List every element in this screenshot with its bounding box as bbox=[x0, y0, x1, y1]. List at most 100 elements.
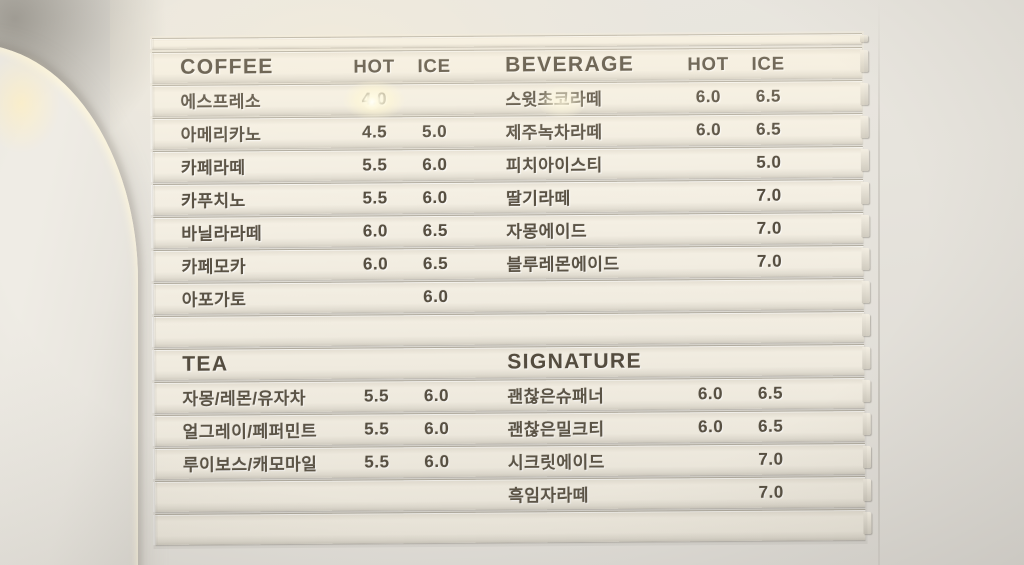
menu-header-row: COFFEE HOT ICE BEVERAGE HOT ICE bbox=[152, 47, 863, 83]
signature-section-header: SIGNATURE bbox=[482, 345, 864, 377]
item-price-hot: 5.5 bbox=[362, 155, 388, 175]
menu-row: 바닐라라떼 6.0 6.5 자몽에이드 7.0 bbox=[153, 212, 864, 248]
beverage-ice-column-label: ICE bbox=[751, 52, 785, 74]
arch-light-glow bbox=[0, 48, 64, 158]
item-name: 아메리카노 bbox=[180, 125, 262, 146]
item-price-ice: 7.0 bbox=[756, 185, 782, 205]
item-name bbox=[183, 495, 347, 496]
coffee-section-header: COFFEE HOT ICE bbox=[152, 51, 480, 83]
item-price-ice: 7.0 bbox=[758, 449, 784, 469]
menu-item-espresso: 에스프레소 4.0 bbox=[152, 84, 480, 116]
menu-row: 카페모카 6.0 6.5 블루레몬에이드 7.0 bbox=[153, 245, 864, 281]
item-price-hot: 6.0 bbox=[696, 119, 722, 139]
menu-row: 루이보스/캐모마일 5.5 6.0 시크릿에이드 7.0 bbox=[154, 443, 866, 479]
menu-row: 카페라떼 5.5 6.0 피치아이스티 5.0 bbox=[152, 146, 863, 182]
tea-section-header: TEA bbox=[154, 348, 482, 380]
empty-slat bbox=[155, 509, 866, 545]
menu-item-cafe-latte: 카페라떼 5.5 6.0 bbox=[153, 150, 481, 182]
item-name: 루이보스/캐모마일 bbox=[182, 455, 318, 476]
item-name: 카페모카 bbox=[181, 257, 247, 278]
archway-wall bbox=[0, 44, 138, 565]
item-price-ice: 6.5 bbox=[757, 383, 784, 403]
menu-item-fruit-teas: 자몽/레몬/유자차 5.5 6.0 bbox=[154, 381, 482, 413]
item-name: 괜찮은밀크티 bbox=[507, 420, 605, 440]
menu-item-blue-lemon-ade: 블루레몬에이드 7.0 bbox=[481, 246, 863, 278]
menu-item-herbal-teas: 얼그레이/페퍼민트 5.5 6.0 bbox=[155, 414, 483, 446]
item-name: 에스프레소 bbox=[180, 92, 262, 113]
item-price-hot: 4.0 bbox=[361, 89, 388, 109]
menu-item-cappuccino: 카푸치노 5.5 6.0 bbox=[153, 183, 481, 215]
item-name: 괜찮은슈패너 bbox=[507, 387, 605, 407]
item-price-hot: 4.5 bbox=[362, 122, 388, 142]
item-price-ice: 6.5 bbox=[422, 253, 449, 273]
menu-row: 얼그레이/페퍼민트 5.5 6.0 괜찮은밀크티 6.0 6.5 bbox=[154, 410, 865, 446]
item-name: 카푸치노 bbox=[181, 191, 246, 212]
item-price-hot: 5.5 bbox=[364, 419, 390, 439]
item-name: 피치아이스티 bbox=[505, 156, 603, 176]
item-name: 카페라떼 bbox=[180, 158, 246, 179]
menu-header-row: TEA SIGNATURE bbox=[154, 344, 865, 380]
menu-item-americano: 아메리카노 4.5 5.0 bbox=[153, 117, 481, 149]
wall-seam-line bbox=[878, 0, 880, 565]
menu-item-peach-icetea: 피치아이스티 5.0 bbox=[481, 147, 863, 179]
coffee-hot-column-label: HOT bbox=[353, 55, 395, 77]
menu-row: 흑임자라떼 7.0 bbox=[155, 476, 866, 512]
item-price-ice: 5.0 bbox=[756, 152, 782, 172]
item-price-ice: 6.0 bbox=[423, 286, 449, 306]
menu-row: 에스프레소 4.0 스윗초코라떼 6.0 6.5 bbox=[152, 80, 863, 116]
menu-item-milk-tea: 괜찮은밀크티 6.0 6.5 bbox=[483, 411, 865, 443]
item-name: 시크릿에이드 bbox=[507, 453, 605, 473]
item-price-hot: 5.5 bbox=[364, 452, 390, 472]
item-name: 얼그레이/페퍼민트 bbox=[182, 422, 318, 443]
menu-item-grapefruit-ade: 자몽에이드 7.0 bbox=[481, 213, 863, 245]
empty-slat bbox=[153, 311, 865, 347]
item-name: 바닐라라떼 bbox=[181, 224, 263, 245]
menu-item-rooibos-chamomile: 루이보스/캐모마일 5.5 6.0 bbox=[155, 447, 483, 479]
menu-item-secret-ade: 시크릿에이드 7.0 bbox=[483, 444, 865, 476]
tea-title: TEA bbox=[182, 352, 229, 376]
beverage-hot-column-label: HOT bbox=[687, 52, 729, 75]
item-price-ice: 6.0 bbox=[424, 451, 450, 471]
menu-item-einspanner: 괜찮은슈패너 6.0 6.5 bbox=[482, 378, 864, 410]
item-price-ice: 6.5 bbox=[422, 220, 448, 240]
item-price-ice: 6.0 bbox=[422, 187, 448, 207]
item-price-hot: 6.0 bbox=[698, 416, 724, 436]
empty-slat bbox=[152, 33, 863, 49]
menu-letter-board: COFFEE HOT ICE BEVERAGE HOT ICE 에스프레소 4.… bbox=[149, 31, 868, 550]
beverage-section-header: BEVERAGE HOT ICE bbox=[480, 48, 862, 80]
item-price-ice: 7.0 bbox=[756, 218, 782, 238]
item-name: 블루레몬에이드 bbox=[506, 254, 620, 275]
beverage-title: BEVERAGE bbox=[505, 52, 635, 77]
item-price-hot: 6.0 bbox=[362, 254, 389, 274]
menu-row: 카푸치노 5.5 6.0 딸기라떼 7.0 bbox=[153, 179, 864, 215]
item-price-ice: 6.5 bbox=[758, 416, 784, 436]
item-price-ice: 7.0 bbox=[758, 482, 784, 502]
item-price-ice: 5.0 bbox=[422, 121, 448, 141]
item-name: 자몽에이드 bbox=[506, 222, 588, 242]
item-name: 흑임자라떼 bbox=[508, 486, 589, 506]
menu-item-black-sesame-latte: 흑임자라떼 7.0 bbox=[483, 477, 865, 509]
menu-row: 아포가토 6.0 bbox=[153, 278, 864, 314]
item-price-hot: 6.0 bbox=[362, 221, 388, 241]
coffee-title: COFFEE bbox=[180, 54, 274, 79]
item-price-ice: 6.0 bbox=[423, 385, 450, 405]
item-name: 아포가토 bbox=[181, 290, 247, 311]
item-price-ice: 6.5 bbox=[756, 119, 782, 139]
coffee-ice-column-label: ICE bbox=[417, 54, 451, 76]
menu-item-vanilla-latte: 바닐라라떼 6.0 6.5 bbox=[153, 216, 481, 248]
item-price-hot: 5.5 bbox=[363, 386, 390, 406]
item-price-hot: 6.0 bbox=[695, 86, 722, 106]
menu-item-cafe-mocha: 카페모카 6.0 6.5 bbox=[153, 249, 481, 281]
empty-cell bbox=[482, 279, 864, 311]
item-price-ice: 7.0 bbox=[756, 251, 783, 271]
menu-item-jeju-greentea-latte: 제주녹차라떼 6.0 6.5 bbox=[481, 114, 863, 146]
item-price-ice: 6.0 bbox=[424, 418, 450, 438]
menu-row: 아메리카노 4.5 5.0 제주녹차라떼 6.0 6.5 bbox=[152, 113, 863, 149]
item-price-hot: 5.5 bbox=[362, 188, 388, 208]
item-name bbox=[507, 295, 680, 296]
item-name: 제주녹차라떼 bbox=[505, 123, 603, 143]
empty-cell bbox=[155, 480, 483, 512]
item-price-ice: 6.5 bbox=[755, 86, 782, 106]
item-name: 스윗초코라떼 bbox=[505, 90, 603, 110]
menu-item-sweet-choco-latte: 스윗초코라떼 6.0 6.5 bbox=[480, 81, 862, 113]
